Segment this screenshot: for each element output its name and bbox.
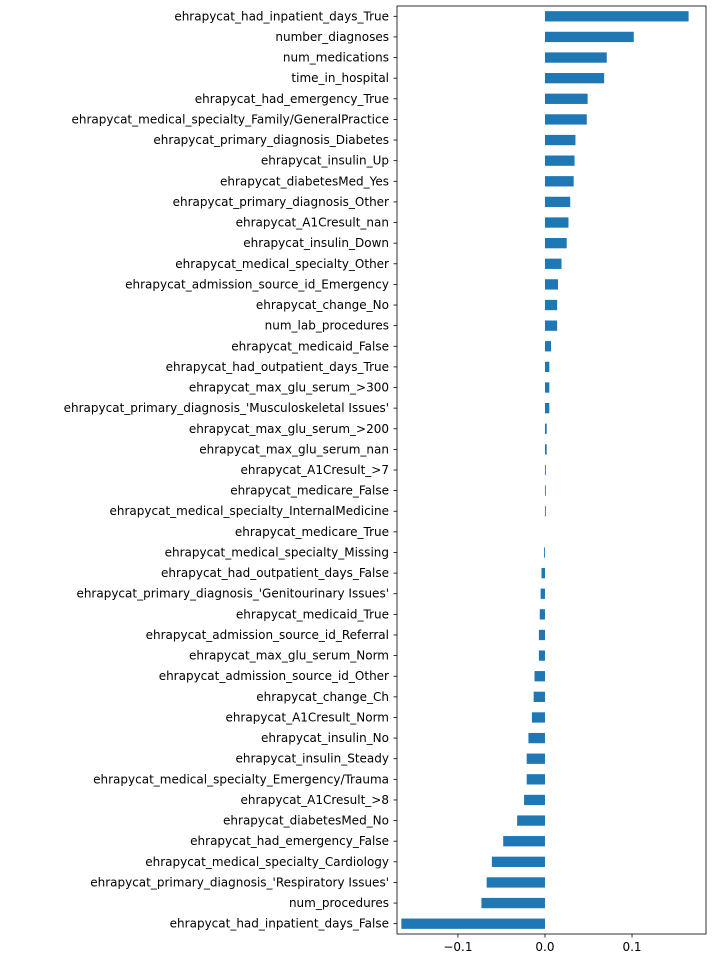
- bar-27: [541, 567, 545, 579]
- category-label-21: ehrapycat_max_glu_serum_nan: [199, 442, 389, 456]
- bar-4: [544, 93, 588, 104]
- category-label-43: num_procedures: [289, 896, 389, 910]
- category-label-41: ehrapycat_medical_specialty_Cardiology: [145, 855, 389, 869]
- bar-31: [538, 650, 545, 661]
- category-label-37: ehrapycat_medical_specialty_Emergency/Tr…: [93, 772, 389, 786]
- bar-30: [538, 629, 545, 641]
- bar-2: [544, 52, 607, 63]
- bar-41: [491, 856, 545, 867]
- category-label-22: ehrapycat_A1Cresult_>7: [240, 463, 389, 477]
- bar-21: [544, 444, 547, 455]
- x-tick-label-0: −0.1: [443, 940, 472, 954]
- bar-19: [544, 402, 550, 414]
- bar-36: [526, 753, 545, 764]
- bar-16: [544, 341, 552, 352]
- category-label-23: ehrapycat_medicare_False: [230, 484, 389, 498]
- bar-13: [544, 279, 559, 290]
- bar-44: [401, 918, 545, 929]
- bar-18: [544, 382, 550, 393]
- bar-6: [544, 134, 576, 146]
- bar-26: [544, 547, 545, 558]
- category-label-30: ehrapycat_admission_source_id_Referral: [146, 628, 389, 642]
- x-tick-label-1: 0.0: [535, 940, 554, 954]
- category-label-36: ehrapycat_insulin_Steady: [236, 752, 390, 766]
- bar-32: [534, 671, 545, 682]
- category-label-31: ehrapycat_max_glu_serum_Norm: [189, 649, 389, 663]
- bar-15: [544, 320, 558, 331]
- bar-12: [544, 258, 562, 269]
- category-label-2: num_medications: [283, 51, 389, 65]
- category-label-19: ehrapycat_primary_diagnosis_'Musculoskel…: [64, 401, 389, 415]
- bar-24: [544, 506, 546, 517]
- category-label-28: ehrapycat_primary_diagnosis_'Genitourina…: [76, 587, 389, 601]
- bar-1: [544, 31, 634, 43]
- category-label-39: ehrapycat_diabetesMed_No: [223, 814, 389, 828]
- category-label-0: ehrapycat_had_inpatient_days_True: [174, 9, 389, 23]
- bar-3: [544, 73, 605, 84]
- bar-33: [533, 691, 545, 702]
- category-label-14: ehrapycat_change_No: [256, 298, 389, 312]
- x-tick-label-2: 0.1: [622, 940, 641, 954]
- bar-14: [544, 299, 558, 311]
- category-label-40: ehrapycat_had_emergency_False: [190, 834, 389, 848]
- bar-20: [544, 423, 547, 434]
- bar-38: [524, 794, 545, 806]
- bar-43: [481, 897, 545, 909]
- category-label-26: ehrapycat_medical_specialty_Missing: [165, 545, 389, 559]
- category-label-20: ehrapycat_max_glu_serum_>200: [189, 422, 389, 436]
- bar-0: [544, 11, 689, 22]
- category-label-33: ehrapycat_change_Ch: [256, 690, 389, 704]
- category-label-32: ehrapycat_admission_source_id_Other: [159, 669, 389, 683]
- bar-9: [544, 196, 571, 208]
- category-label-34: ehrapycat_A1Cresult_Norm: [225, 710, 389, 724]
- category-label-24: ehrapycat_medical_specialty_InternalMedi…: [110, 504, 390, 518]
- bar-10: [544, 217, 569, 228]
- bar-22: [544, 464, 546, 476]
- bar-5: [544, 114, 587, 125]
- category-label-11: ehrapycat_insulin_Down: [243, 236, 389, 250]
- category-label-25: ehrapycat_medicare_True: [235, 525, 389, 539]
- category-label-29: ehrapycat_medicaid_True: [236, 607, 389, 621]
- category-label-9: ehrapycat_primary_diagnosis_Other: [173, 195, 389, 209]
- category-label-6: ehrapycat_primary_diagnosis_Diabetes: [153, 133, 389, 147]
- plot-frame: [396, 5, 707, 935]
- bars-group: [401, 11, 689, 929]
- category-label-13: ehrapycat_admission_source_id_Emergency: [125, 277, 389, 291]
- bar-37: [526, 774, 545, 785]
- category-label-8: ehrapycat_diabetesMed_Yes: [220, 174, 389, 188]
- category-label-3: time_in_hospital: [291, 71, 389, 85]
- category-label-38: ehrapycat_A1Cresult_>8: [240, 793, 389, 807]
- category-label-12: ehrapycat_medical_specialty_Other: [175, 257, 389, 271]
- x-ticks-group: −0.1 0.0 0.1: [443, 934, 642, 954]
- bar-40: [503, 836, 545, 847]
- category-label-15: num_lab_procedures: [265, 319, 389, 333]
- bar-17: [544, 361, 550, 373]
- category-label-4: ehrapycat_had_emergency_True: [195, 92, 389, 106]
- category-label-16: ehrapycat_medicaid_False: [231, 339, 389, 353]
- bar-29: [539, 609, 545, 620]
- axes-frame: [393, 5, 707, 935]
- bar-23: [544, 485, 546, 496]
- bar-7: [544, 155, 575, 166]
- bar-35: [528, 732, 545, 744]
- bar-11: [544, 238, 567, 249]
- category-label-27: ehrapycat_had_outpatient_days_False: [161, 566, 389, 580]
- bar-39: [517, 815, 545, 826]
- category-label-10: ehrapycat_A1Cresult_nan: [236, 216, 389, 230]
- category-labels-group: ehrapycat_had_inpatient_days_True number_…: [64, 9, 389, 930]
- bar-8: [544, 176, 574, 187]
- category-label-44: ehrapycat_had_inpatient_days_False: [170, 917, 389, 931]
- bar-28: [540, 588, 545, 599]
- category-label-5: ehrapycat_medical_specialty_Family/Gener…: [71, 112, 389, 126]
- category-label-18: ehrapycat_max_glu_serum_>300: [189, 381, 389, 395]
- category-label-35: ehrapycat_insulin_No: [261, 731, 389, 745]
- category-label-1: number_diagnoses: [275, 30, 389, 44]
- bar-34: [531, 712, 545, 723]
- category-label-7: ehrapycat_insulin_Up: [261, 154, 389, 168]
- category-label-17: ehrapycat_had_outpatient_days_True: [166, 360, 389, 374]
- bar-42: [486, 877, 545, 888]
- category-label-42: ehrapycat_primary_diagnosis_'Respiratory…: [90, 875, 389, 889]
